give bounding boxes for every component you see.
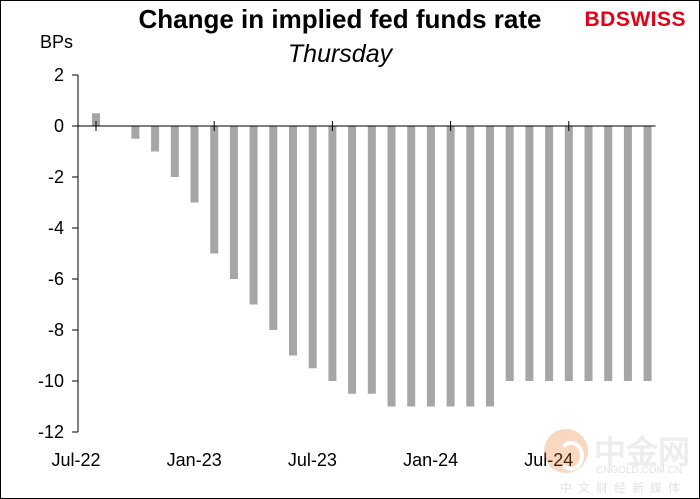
bar [486,126,494,407]
x-tick-label: Jan-24 [403,450,458,470]
watermark-domain: CNGOLD.COM.CN [596,465,683,476]
bar [151,126,160,152]
bar [229,126,238,279]
bar [289,126,297,356]
y-tick-label: -2 [48,167,64,187]
bar [348,126,357,394]
bar [269,126,278,330]
bar [92,113,100,126]
bar [387,126,396,407]
bar [367,126,376,394]
bar [407,126,416,407]
bar [328,126,337,381]
y-tick-label: -10 [38,371,64,391]
bar [545,126,554,381]
watermark-subtitle: 中文财经新媒体 [560,481,687,495]
bar [525,126,534,381]
bar [446,126,455,407]
x-tick-label: Jan-23 [167,450,222,470]
bar [170,126,179,177]
bar [604,126,613,381]
y-tick-label: -12 [38,422,64,442]
bar [466,126,475,407]
chart-subtitle: Thursday [287,40,393,68]
bar [210,126,219,254]
bar [308,126,317,369]
bar [564,126,573,381]
bar [584,126,593,381]
y-tick-label: -8 [48,320,64,340]
brand-logo: BDSWISS [584,8,686,31]
y-tick-label: -6 [48,269,64,289]
watermark-logo-icon [544,429,588,473]
bar [623,126,632,381]
chart-title: Change in implied fed funds rate [138,4,542,34]
x-tick-label: Jul-22 [51,450,100,470]
watermark-title: 中金网 [594,434,691,470]
y-axis-label: BPs [40,32,74,52]
y-tick-label: 0 [54,116,64,136]
bar [131,126,140,139]
x-tick-label: Jul-23 [288,450,337,470]
y-tick-label: -4 [48,218,64,238]
bar [505,126,514,381]
bar [426,126,435,407]
y-tick-label: 2 [54,65,64,85]
bar [190,126,199,203]
bar [249,126,258,305]
watermark: 中金网 CNGOLD.COM.CN 中文财经新媒体 [540,425,690,495]
bar [643,126,652,381]
